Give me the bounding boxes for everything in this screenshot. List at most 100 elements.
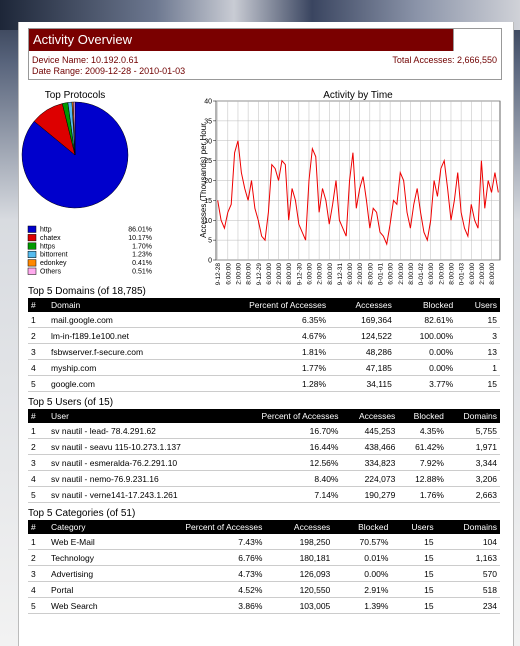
table-row: 1sv nautil - lead- 78.4.291.6216.70%445,… — [28, 423, 500, 439]
table-cell: sv nautil - nemo-76.9.231.16 — [48, 471, 230, 487]
table-cell: 120,550 — [265, 582, 333, 598]
table-cell: 3.86% — [132, 598, 265, 614]
table-title: Top 5 Categories (of 51) — [28, 507, 500, 520]
table-cell: 0.00% — [395, 344, 456, 360]
legend-value: 0.51% — [132, 269, 152, 276]
x-tick-label: 06:00:00 — [347, 263, 354, 285]
table-cell: myship.com — [48, 360, 200, 376]
column-header: User — [48, 409, 230, 423]
table-cell: 15 — [391, 582, 436, 598]
table-cell: 16.44% — [230, 439, 341, 455]
table-cell: 3.77% — [395, 376, 456, 392]
legend-swatch — [28, 226, 36, 233]
table-cell: Advertising — [48, 566, 132, 582]
x-tick-label: 06:00:00 — [225, 263, 232, 285]
x-tick-label: 12:00:00 — [479, 263, 486, 285]
column-header: Accesses — [265, 520, 333, 534]
x-tick-label: 2010-01-02 — [418, 263, 425, 285]
x-tick-label: 18:00:00 — [286, 263, 293, 285]
table-row: 5sv nautil - verne141-17.243.1.2617.14%1… — [28, 487, 500, 503]
tables: Top 5 Domains (of 18,785)#DomainPercent … — [28, 285, 500, 618]
x-tick-label: 06:00:00 — [469, 263, 476, 285]
table-cell: 0.00% — [395, 360, 456, 376]
x-tick-label: 18:00:00 — [448, 263, 455, 285]
table-cell: 82.61% — [395, 312, 456, 328]
table-cell: 103,005 — [265, 598, 333, 614]
table-cell: fsbwserver.f-secure.com — [48, 344, 200, 360]
table-cell: 34,115 — [329, 376, 395, 392]
table-cell: 104 — [437, 534, 500, 550]
table-cell: 124,522 — [329, 328, 395, 344]
table-cell: 4.52% — [132, 582, 265, 598]
legend-label: chatex — [40, 235, 61, 242]
table-cell: 1,971 — [447, 439, 500, 455]
legend-value: 1.70% — [132, 243, 152, 250]
table-cell: 4 — [28, 471, 48, 487]
table-cell: 1.39% — [333, 598, 391, 614]
column-header: Category — [48, 520, 132, 534]
legend-label: Others — [40, 269, 62, 276]
legend-label: edonkey — [40, 260, 67, 267]
table-cell: Web E-Mail — [48, 534, 132, 550]
table-cell: 1.76% — [398, 487, 447, 503]
chart-title: Top Protocols — [45, 90, 106, 101]
table-cell: 4 — [28, 360, 48, 376]
table-cell: 2 — [28, 328, 48, 344]
x-tick-label: 06:00:00 — [266, 263, 273, 285]
legend-value: 1.23% — [132, 252, 152, 259]
column-header: Blocked — [398, 409, 447, 423]
x-tick-label: 12:00:00 — [398, 263, 405, 285]
column-header: Users — [456, 298, 500, 312]
table-cell: Technology — [48, 550, 132, 566]
legend-label: http — [40, 227, 52, 234]
legend-swatch — [28, 243, 36, 250]
table-cell: 2,663 — [447, 487, 500, 503]
x-tick-label: 12:00:00 — [357, 263, 364, 285]
table-cell: sv nautil - verne141-17.243.1.261 — [48, 487, 230, 503]
legend-value: 86.01% — [128, 227, 152, 234]
table-cell: 1.77% — [200, 360, 329, 376]
table-cell: 0.00% — [333, 566, 391, 582]
table-cell: 5,755 — [447, 423, 500, 439]
table-row: 1mail.google.com6.35%169,36482.61%15 — [28, 312, 500, 328]
table-cell: 2 — [28, 439, 48, 455]
table-cell: 0.01% — [333, 550, 391, 566]
table-cell: 190,279 — [341, 487, 398, 503]
x-tick-label: 12:00:00 — [276, 263, 283, 285]
table-cell: 4.35% — [398, 423, 447, 439]
table-cell: 4.73% — [132, 566, 265, 582]
column-header: Users — [391, 520, 436, 534]
table-cell: 198,250 — [265, 534, 333, 550]
column-header: # — [28, 520, 48, 534]
table-cell: 3 — [28, 455, 48, 471]
table-cell: lm-in-f189.1e100.net — [48, 328, 200, 344]
table-cell: 3,344 — [447, 455, 500, 471]
x-tick-label: 2010-01-03 — [459, 263, 466, 285]
table-cell: 16.70% — [230, 423, 341, 439]
column-header: # — [28, 298, 48, 312]
table-cell: 15 — [391, 566, 436, 582]
x-tick-label: 06:00:00 — [306, 263, 313, 285]
table-cell: 7.14% — [230, 487, 341, 503]
data-table: #CategoryPercent of AccessesAccessesBloc… — [28, 520, 500, 614]
table-cell: 47,185 — [329, 360, 395, 376]
table-cell: 126,093 — [265, 566, 333, 582]
column-header: Percent of Accesses — [230, 409, 341, 423]
column-header: # — [28, 409, 48, 423]
legend-value: 0.41% — [132, 260, 152, 267]
table-cell: mail.google.com — [48, 312, 200, 328]
y-tick-label: 0 — [208, 258, 212, 265]
table-cell: 3,206 — [447, 471, 500, 487]
table-cell: 5 — [28, 376, 48, 392]
table-cell: 1 — [28, 534, 48, 550]
table-cell: 7.92% — [398, 455, 447, 471]
x-tick-label: 2010-01-01 — [377, 263, 384, 285]
x-tick-label: 2009-12-28 — [215, 263, 222, 285]
